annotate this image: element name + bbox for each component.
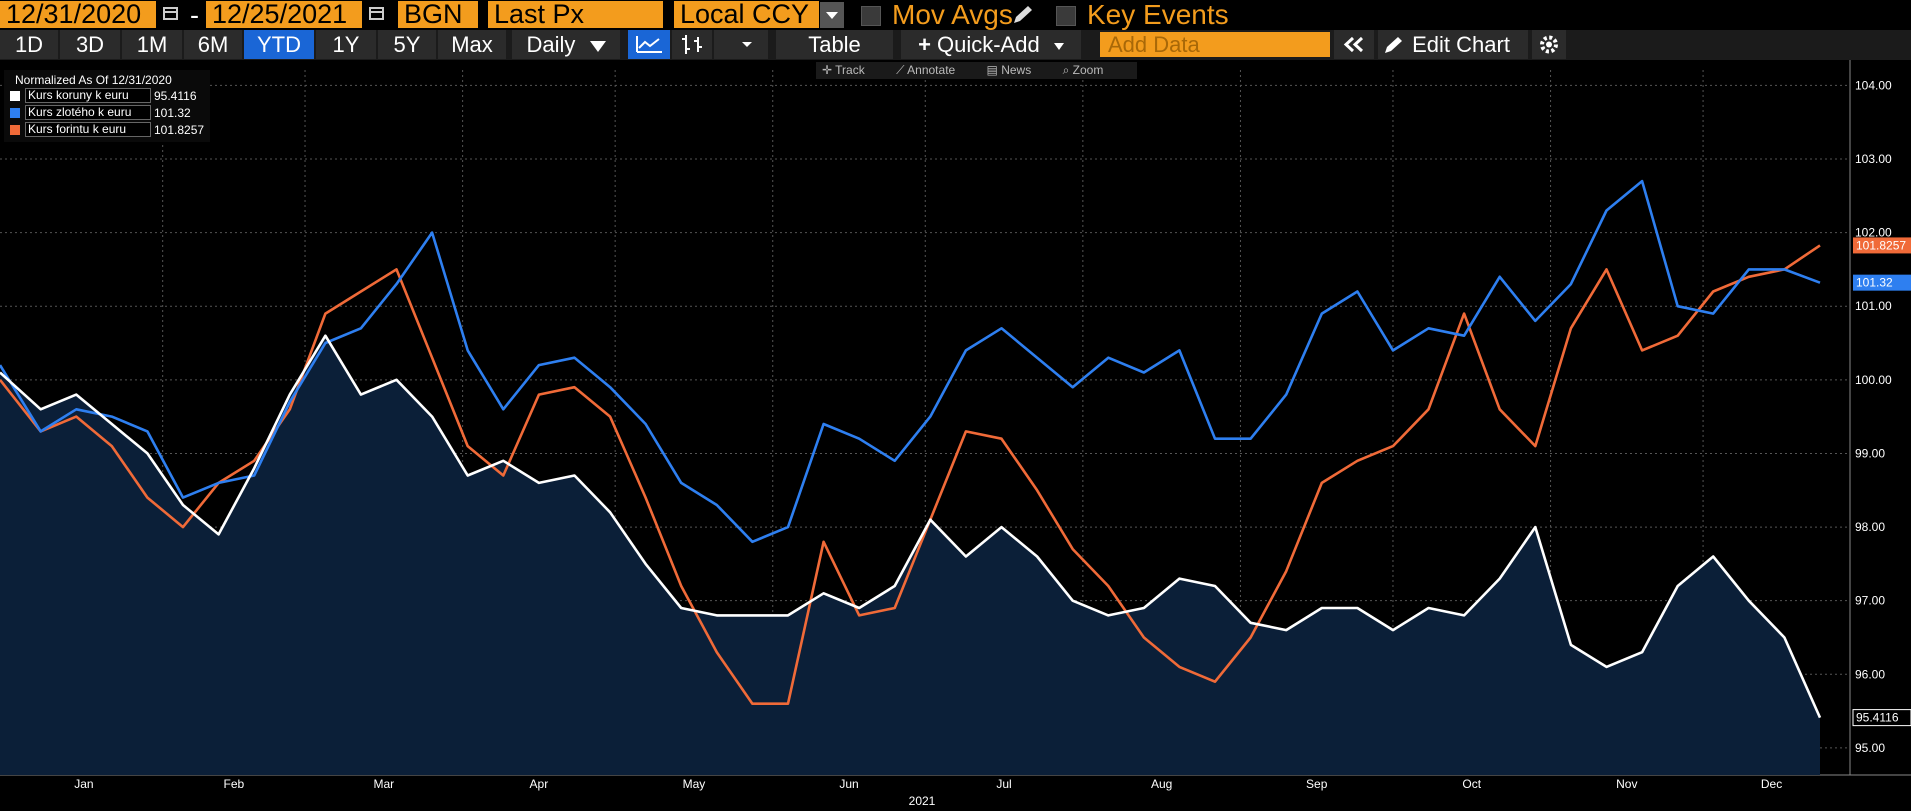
x-tick-label: Jul bbox=[996, 777, 1011, 791]
period-button-max[interactable]: Max bbox=[438, 30, 506, 59]
last-value-badge-huf-text: 101.8257 bbox=[1856, 238, 1906, 252]
start-calendar-icon[interactable] bbox=[160, 3, 182, 25]
period-button-3d[interactable]: 3D bbox=[60, 30, 120, 59]
x-tick-label: Sep bbox=[1306, 777, 1328, 791]
news-button[interactable]: ▤ News bbox=[986, 63, 1032, 77]
y-tick-label: 96.00 bbox=[1855, 667, 1885, 681]
series-area-czk bbox=[0, 335, 1820, 775]
x-tick-label: Dec bbox=[1761, 777, 1782, 791]
legend-series-name: Kurs zlotého k euru bbox=[25, 105, 151, 120]
add-data-input[interactable] bbox=[1100, 32, 1330, 57]
x-tick-label: Jan bbox=[74, 777, 93, 791]
legend-series-name: Kurs koruny k euru bbox=[25, 88, 151, 103]
key-events-label[interactable]: Key Events bbox=[1087, 0, 1229, 30]
y-tick-label: 101.00 bbox=[1855, 299, 1892, 313]
quick-add-button[interactable]: + Quick-Add bbox=[901, 30, 1081, 59]
end-date-field[interactable]: 12/25/2021 bbox=[206, 1, 362, 28]
start-date-field[interactable]: 12/31/2020 bbox=[0, 1, 156, 28]
last-value-badge-pln bbox=[1853, 274, 1911, 291]
x-tick-label: May bbox=[683, 777, 706, 791]
y-tick-label: 103.00 bbox=[1855, 152, 1892, 166]
x-tick-label: Mar bbox=[373, 777, 394, 791]
y-tick-label: 102.00 bbox=[1855, 226, 1892, 240]
pencil-icon[interactable] bbox=[1010, 4, 1038, 26]
x-tick-label: Feb bbox=[224, 777, 245, 791]
chevron-down-icon bbox=[589, 40, 606, 52]
period-button-5y[interactable]: 5Y bbox=[378, 30, 436, 59]
date-separator: - bbox=[190, 0, 199, 30]
gear-icon[interactable] bbox=[1532, 30, 1566, 59]
x-tick-label: Oct bbox=[1462, 777, 1481, 791]
legend-swatch bbox=[10, 125, 20, 135]
end-calendar-icon[interactable] bbox=[366, 3, 388, 25]
series-line-czk bbox=[0, 334, 1822, 719]
line-chart-icon[interactable] bbox=[628, 30, 670, 59]
y-tick-label: 95.00 bbox=[1855, 741, 1885, 755]
mov-avgs-label[interactable]: Mov Avgs bbox=[892, 0, 1013, 30]
currency-selector[interactable]: Local CCY bbox=[674, 1, 819, 28]
quick-add-label: Quick-Add bbox=[937, 32, 1040, 57]
price-chart[interactable]: 104.00 103.00 102.00 101.00 100.00 99.00 98.00… bbox=[0, 60, 1911, 811]
range-toolbar: 1D 3D 1M 6M YTD 1Y 5Y Max Daily Table + Quick-Ad… bbox=[0, 30, 1911, 60]
chevron-down-icon bbox=[1053, 42, 1064, 50]
pencil-icon bbox=[1385, 37, 1402, 53]
track-button[interactable]: ✛ Track bbox=[822, 63, 865, 77]
period-button-ytd[interactable]: YTD bbox=[244, 30, 314, 59]
y-tick-label: 104.00 bbox=[1855, 78, 1892, 92]
frequency-label: Daily bbox=[526, 32, 576, 57]
x-axis-year-label: 2021 bbox=[909, 794, 936, 808]
currency-dropdown-chevron-icon[interactable] bbox=[820, 2, 844, 28]
chart-type-dropdown-icon[interactable] bbox=[714, 30, 768, 59]
plus-icon: + bbox=[918, 32, 931, 57]
chart-subtools: ✛ Track ⟋ Annotate ▤ News ⌕ Zoom bbox=[816, 62, 1138, 79]
period-button-1y[interactable]: 1Y bbox=[316, 30, 376, 59]
legend-series-value: 101.8257 bbox=[154, 123, 205, 137]
last-value-badge-czk-text: 95.4116 bbox=[1856, 711, 1899, 725]
y-tick-label: 100.00 bbox=[1855, 373, 1892, 387]
last-value-badge-huf bbox=[1853, 237, 1911, 254]
price-field-selector[interactable]: Last Px bbox=[488, 1, 663, 28]
period-button-1m[interactable]: 1M bbox=[122, 30, 182, 59]
legend-swatch bbox=[10, 108, 20, 118]
legend-series-name: Kurs forintu k euru bbox=[25, 122, 151, 137]
last-value-badge-czk bbox=[1852, 709, 1911, 727]
period-button-1d[interactable]: 1D bbox=[0, 30, 58, 59]
y-tick-label: 97.00 bbox=[1855, 594, 1885, 608]
legend-series-value: 101.32 bbox=[154, 106, 191, 120]
y-tick-label: 98.00 bbox=[1855, 520, 1885, 534]
series-line-huf bbox=[0, 244, 1821, 705]
legend-swatch bbox=[10, 91, 20, 101]
last-value-badge-pln-text: 101.32 bbox=[1856, 276, 1893, 290]
zoom-button[interactable]: ⌕ Zoom bbox=[1062, 63, 1104, 77]
edit-chart-button[interactable]: Edit Chart bbox=[1378, 30, 1528, 59]
chart-legend: Normalized As Of 12/31/2020 Kurs koruny … bbox=[4, 70, 210, 142]
x-tick-label: Apr bbox=[530, 777, 549, 791]
x-tick-label: Aug bbox=[1151, 777, 1172, 791]
key-events-checkbox[interactable] bbox=[1056, 6, 1076, 26]
x-tick-label: Nov bbox=[1616, 777, 1637, 791]
market-source-field[interactable]: BGN bbox=[398, 1, 478, 28]
frequency-dropdown[interactable]: Daily bbox=[512, 30, 620, 59]
edit-chart-label: Edit Chart bbox=[1412, 32, 1510, 57]
top-toolbar: 12/31/2020 - 12/25/2021 BGN Last Px Loca… bbox=[0, 0, 1911, 30]
collapse-double-chevron-icon[interactable] bbox=[1334, 30, 1374, 59]
table-button[interactable]: Table bbox=[776, 30, 893, 59]
x-tick-label: Jun bbox=[839, 777, 858, 791]
y-tick-label: 99.00 bbox=[1855, 446, 1885, 460]
legend-title: Normalized As Of 12/31/2020 bbox=[15, 73, 172, 87]
legend-series-value: 95.4116 bbox=[154, 89, 197, 103]
series-line-pln bbox=[0, 179, 1821, 544]
mov-avgs-checkbox[interactable] bbox=[861, 6, 881, 26]
period-button-6m[interactable]: 6M bbox=[184, 30, 242, 59]
annotate-button[interactable]: ⟋ Annotate bbox=[896, 63, 956, 77]
ohlc-bars-icon[interactable] bbox=[672, 30, 712, 59]
